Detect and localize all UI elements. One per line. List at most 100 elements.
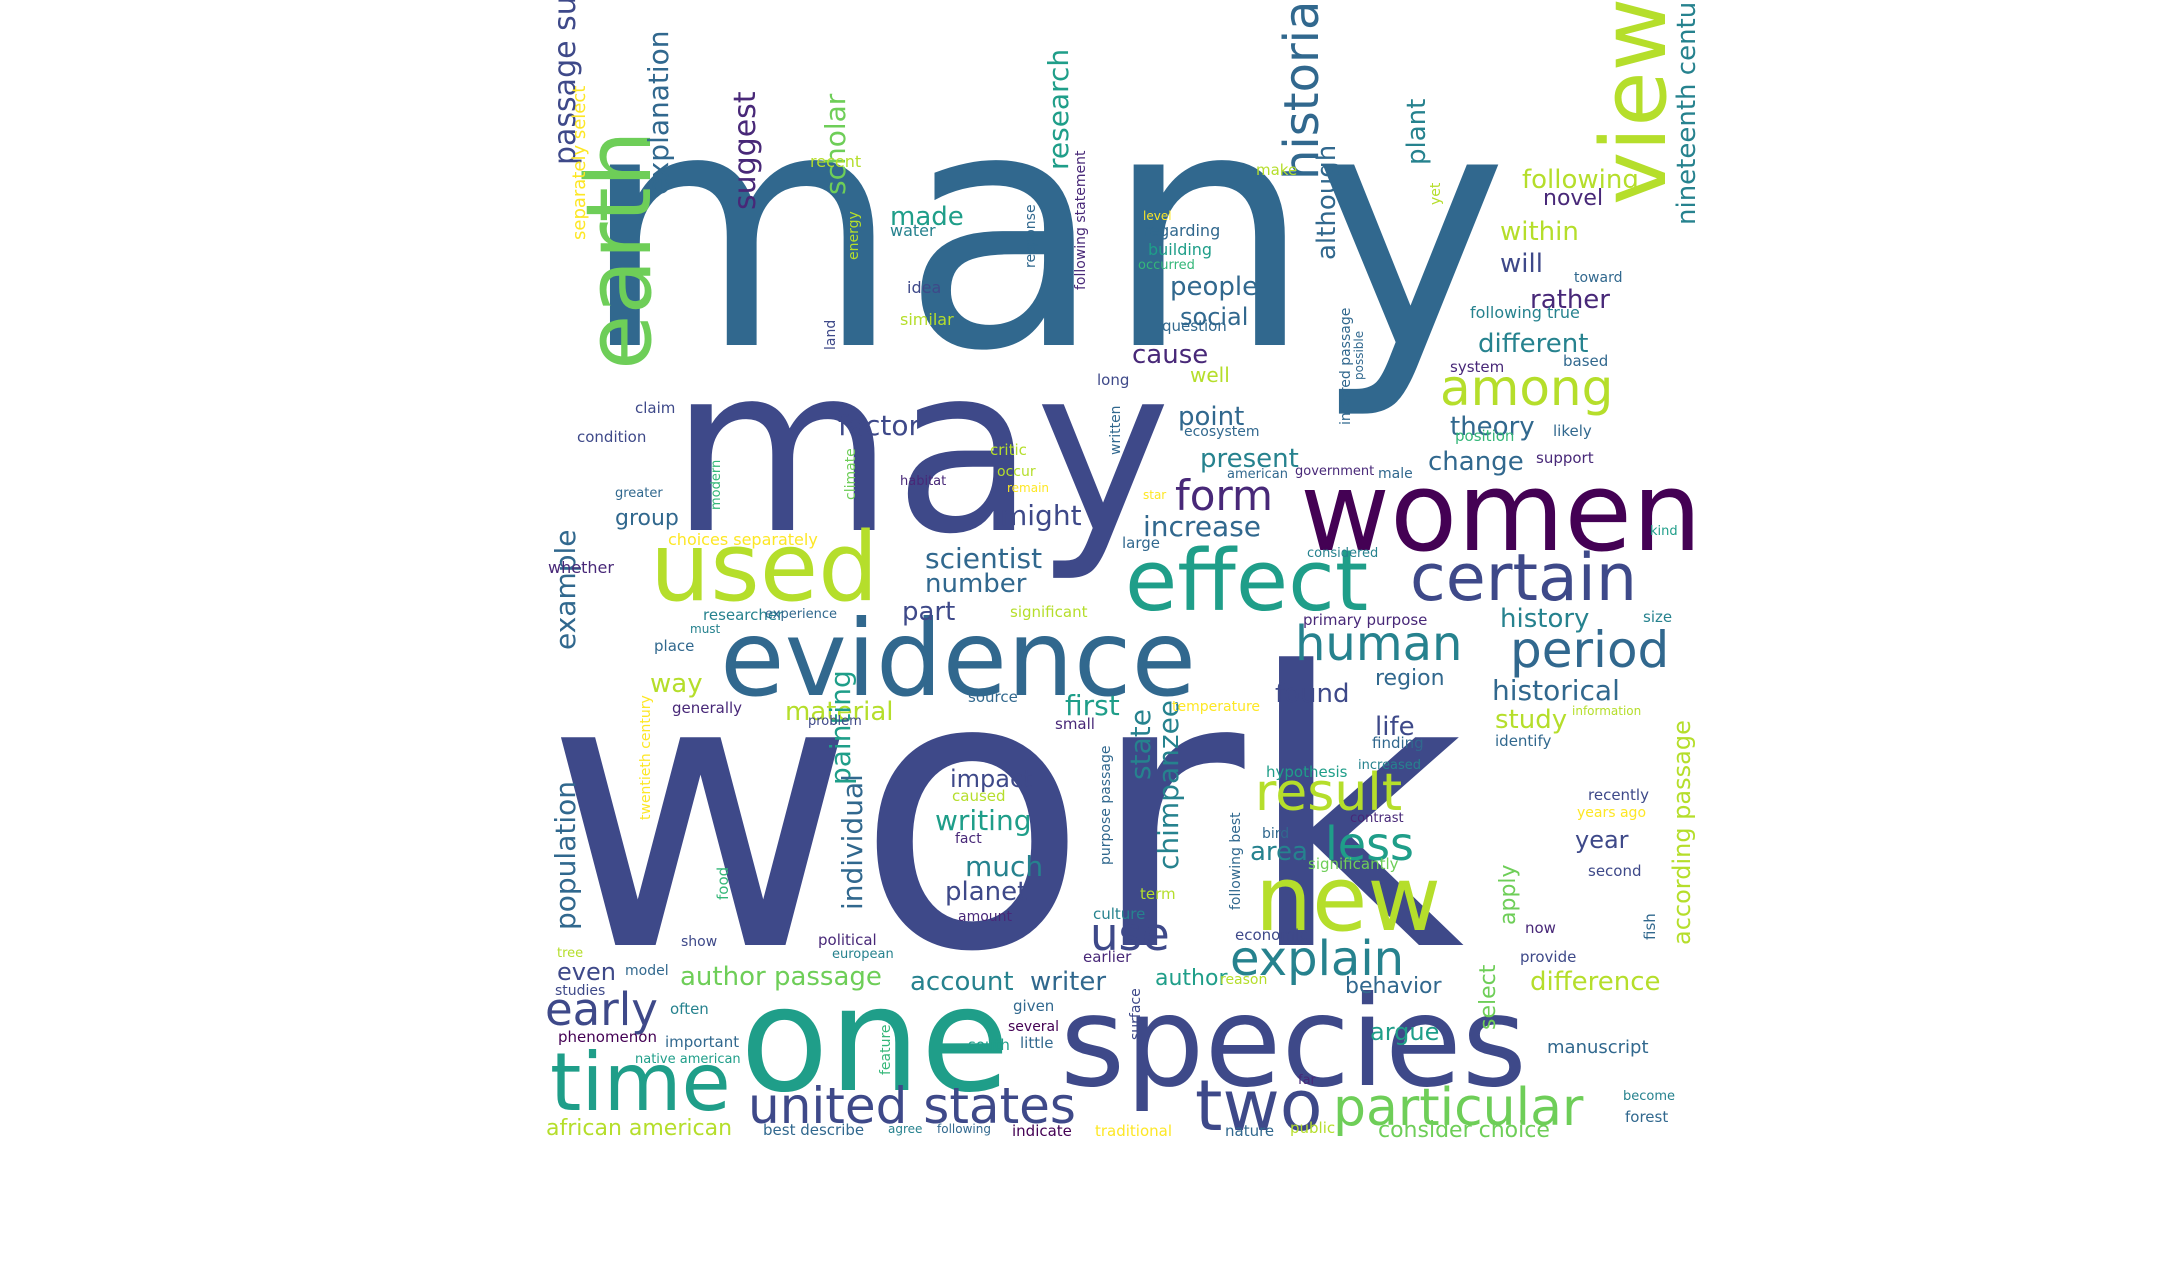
word-made: made bbox=[890, 202, 964, 232]
word-following-true: following true bbox=[1470, 303, 1580, 322]
word-kind: kind bbox=[1650, 524, 1678, 539]
word-different: different bbox=[1478, 329, 1588, 359]
word-become: become bbox=[1623, 1089, 1675, 1104]
word-bird: bird bbox=[1262, 826, 1289, 842]
word-long: long bbox=[1097, 371, 1129, 389]
word-position: position bbox=[1455, 427, 1514, 445]
word-use: use bbox=[1090, 908, 1170, 961]
word-greater: greater bbox=[615, 486, 663, 501]
word-population: population bbox=[549, 781, 582, 930]
word-novel: novel bbox=[1543, 186, 1603, 211]
word-found: found bbox=[1275, 679, 1350, 709]
word-choices-separately: choices separately bbox=[668, 530, 818, 549]
word-caused: caused bbox=[952, 787, 1006, 805]
word-many: many bbox=[580, 39, 1508, 423]
word-years-ago: years ago bbox=[1577, 805, 1646, 821]
word-separately-select: separately select bbox=[569, 86, 590, 240]
word-effect: effect bbox=[1125, 532, 1368, 631]
word-question: question bbox=[1162, 317, 1227, 335]
word-according-passage: according passage bbox=[1668, 720, 1696, 945]
word-temperature: temperature bbox=[1172, 699, 1260, 715]
word-american: american bbox=[1227, 467, 1288, 482]
word-political: political bbox=[818, 931, 877, 949]
word-account: account bbox=[910, 967, 1014, 997]
word-agree: agree bbox=[888, 1122, 922, 1136]
word-star: star bbox=[1143, 488, 1166, 502]
word-part: part bbox=[902, 597, 955, 627]
word-material: material bbox=[785, 697, 894, 727]
word-may: may bbox=[670, 318, 1171, 585]
word-writer: writer bbox=[1030, 967, 1106, 997]
word-passage-suggest: passage suggest bbox=[548, 0, 583, 165]
word-species: species bbox=[1060, 970, 1527, 1115]
word-study: study bbox=[1495, 705, 1567, 735]
word-recent: recent bbox=[810, 152, 861, 171]
word-united-states: united states bbox=[748, 1077, 1076, 1135]
word-land: land bbox=[823, 320, 839, 350]
word-earlier: earlier bbox=[1083, 948, 1132, 966]
word-regarding: regarding bbox=[1143, 221, 1220, 240]
word-first: first bbox=[1065, 689, 1120, 722]
word-behavior: behavior bbox=[1345, 974, 1443, 999]
word-response: response bbox=[1023, 204, 1039, 268]
word-apply: apply bbox=[1496, 864, 1521, 925]
word-region: region bbox=[1375, 666, 1445, 691]
word-used: used bbox=[650, 513, 878, 623]
word-native-american: native american bbox=[635, 1052, 741, 1067]
word-select: select bbox=[1476, 964, 1501, 1030]
word-research: research bbox=[1042, 49, 1075, 170]
word-large: large bbox=[1122, 534, 1160, 552]
word-state: state bbox=[1124, 709, 1157, 780]
word-toward: toward bbox=[1574, 270, 1622, 286]
word-public: public bbox=[1290, 1119, 1335, 1137]
word-fish: fish bbox=[1641, 913, 1659, 940]
word-condition: condition bbox=[577, 428, 646, 446]
word-forest: forest bbox=[1625, 1108, 1668, 1126]
word-less: less bbox=[1325, 817, 1414, 871]
word-recently: recently bbox=[1588, 786, 1649, 804]
word-plant: plant bbox=[1402, 99, 1432, 165]
word-twentieth-century: twentieth century bbox=[638, 695, 654, 820]
word-remain: remain bbox=[1007, 481, 1049, 495]
word-writing: writing bbox=[935, 804, 1031, 837]
word-water: water bbox=[890, 221, 936, 240]
word-significant: significant bbox=[1010, 603, 1088, 621]
word-point: point bbox=[1178, 402, 1244, 432]
word-theory: theory bbox=[1450, 412, 1535, 442]
word-increase: increase bbox=[1143, 510, 1261, 543]
word-ecosystem: ecosystem bbox=[1184, 424, 1260, 440]
word-hypothesis: hypothesis bbox=[1266, 763, 1348, 781]
word-life: life bbox=[1375, 712, 1415, 742]
word-individual: individual bbox=[836, 774, 869, 910]
word-information: information bbox=[1572, 704, 1641, 718]
word-even: even bbox=[557, 958, 616, 986]
word-people: people bbox=[1170, 272, 1258, 302]
word-important: important bbox=[665, 1033, 739, 1051]
word-following: following bbox=[937, 1122, 991, 1136]
word-habitat: habitat bbox=[900, 474, 946, 489]
word-climate: climate bbox=[843, 448, 859, 500]
word-consider-choice: consider choice bbox=[1378, 1118, 1550, 1143]
word-written: written bbox=[1108, 405, 1124, 455]
word-will: will bbox=[1500, 249, 1543, 279]
word-idea: idea bbox=[907, 278, 941, 297]
word-rather: rather bbox=[1530, 285, 1610, 315]
word-one: one bbox=[740, 956, 1010, 1125]
word-suggest: suggest bbox=[728, 91, 763, 210]
word-african-american: african american bbox=[546, 1116, 732, 1141]
word-reason: reason bbox=[1220, 972, 1267, 988]
word-significantly: significantly bbox=[1308, 855, 1399, 873]
word-following-statement: following statement bbox=[1073, 150, 1089, 290]
word-particular: particular bbox=[1333, 1078, 1584, 1138]
word-possible: possible bbox=[1352, 331, 1366, 380]
word-economic: economic bbox=[1235, 926, 1307, 944]
word-surface: surface bbox=[1128, 988, 1144, 1040]
word-present: present bbox=[1200, 444, 1299, 474]
word-feature: feature bbox=[878, 1024, 894, 1075]
word-view: view bbox=[1582, 0, 1687, 205]
word-often: often bbox=[670, 1000, 709, 1018]
word-well: well bbox=[1190, 363, 1230, 387]
word-best-describe: best describe bbox=[763, 1121, 864, 1139]
word-evidence: evidence bbox=[720, 598, 1196, 720]
